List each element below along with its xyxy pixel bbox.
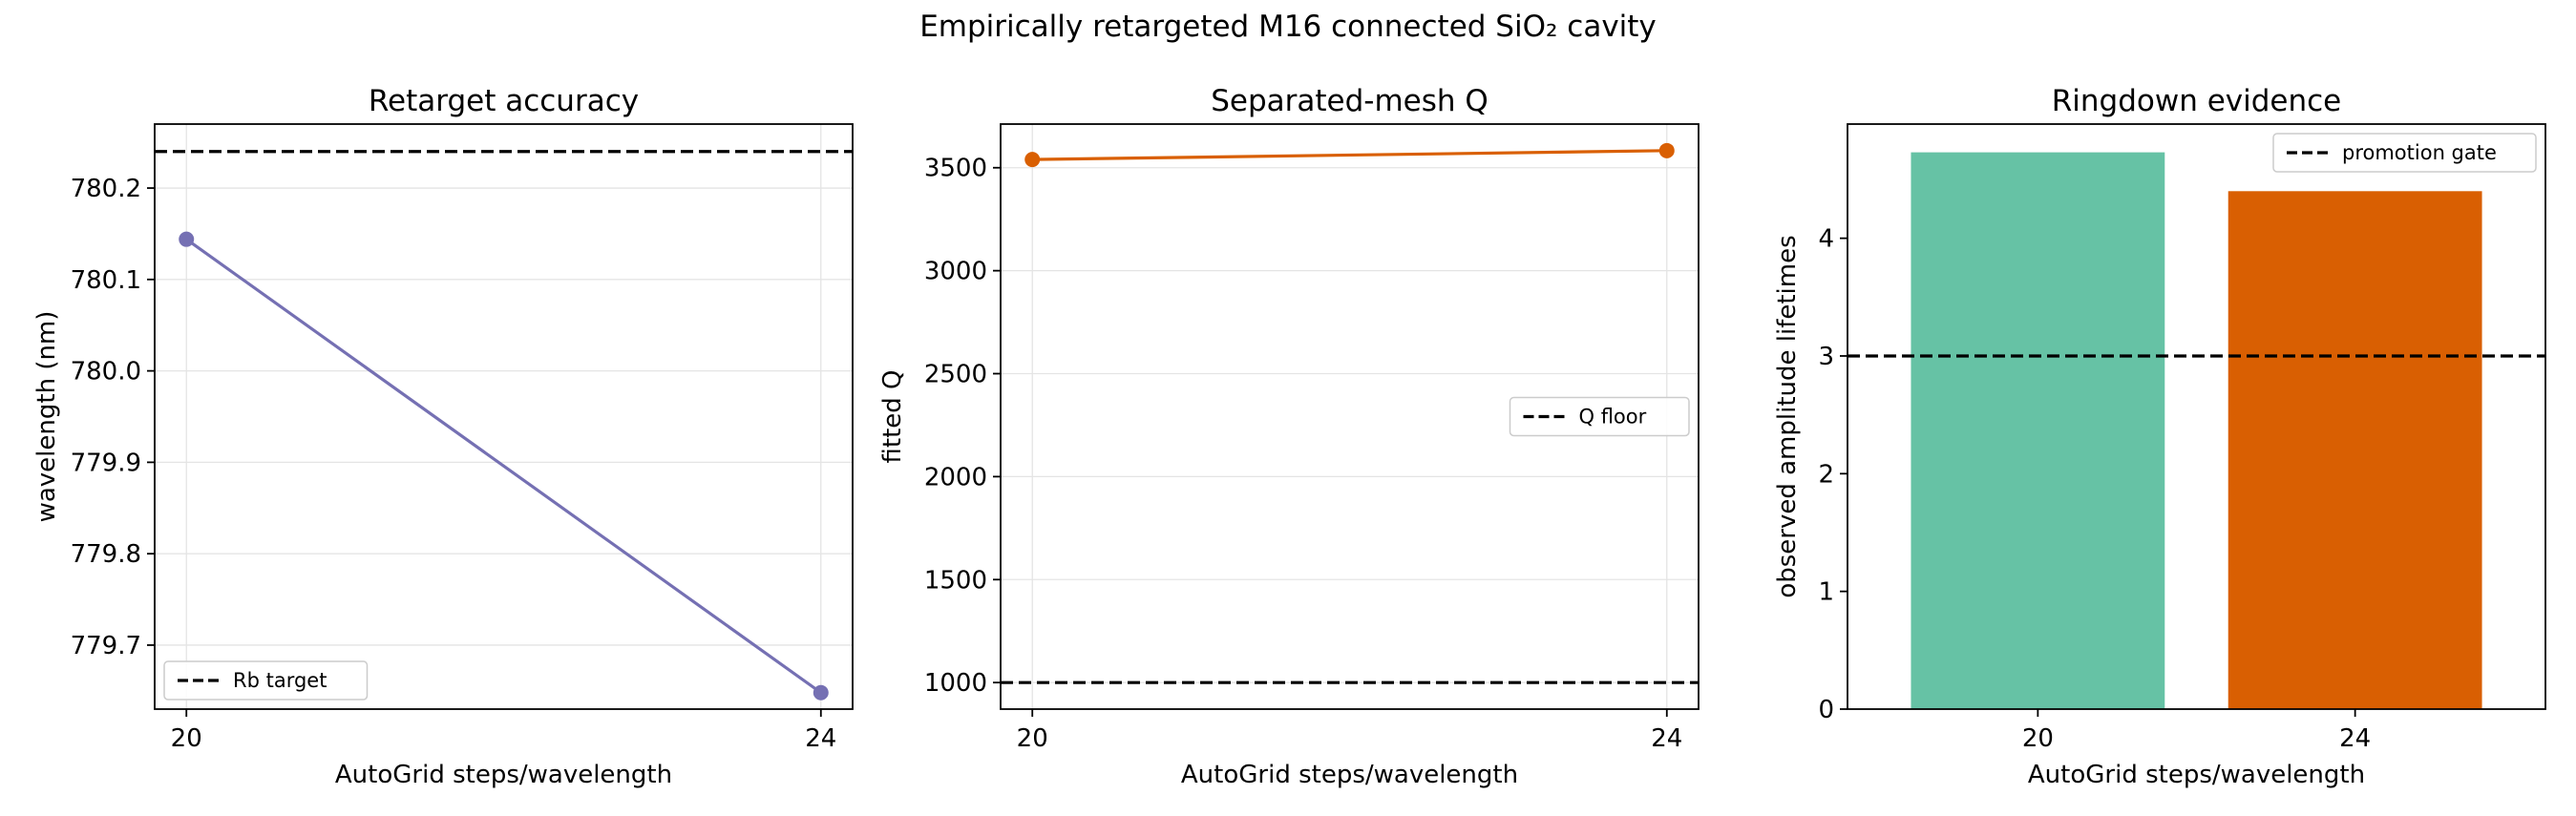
y-tick-label: 3500: [924, 155, 987, 183]
y-tick-label: 0: [1818, 696, 1834, 724]
panel-title: Separated-mesh Q: [1211, 84, 1489, 118]
y-tick-label: 1000: [924, 669, 987, 698]
x-axis-label: AutoGrid steps/wavelength: [1181, 761, 1518, 789]
y-tick-label: 3: [1818, 343, 1834, 371]
data-point-24: [813, 684, 829, 701]
chart-panel-separated-mesh-q: 1000 1500 2000 2500 3000 3500 20 24 Separated-me…: [878, 84, 1700, 789]
x-tick-label: 20: [171, 724, 202, 753]
data-point-20: [1024, 152, 1041, 168]
series-line-0: [185, 238, 822, 695]
y-tick-label: 779.9: [71, 449, 141, 477]
legend-box: [1509, 396, 1690, 437]
x-tick-label: 24: [805, 724, 836, 753]
data-point-24: [1658, 142, 1675, 158]
legend-box: [163, 660, 369, 701]
y-tick-label: 779.8: [71, 540, 141, 569]
panel-title: Retarget accuracy: [369, 84, 639, 118]
y-tick-label: 780.1: [71, 266, 141, 295]
plot-frame: [1847, 123, 2546, 710]
x-tick-label: 20: [2022, 724, 2054, 753]
chart-panel-ringdown-evidence: 0 1 2 3 4 20 24 Ringdown evidence AutoGrid steps…: [1773, 84, 2546, 789]
y-tick-label: 4: [1818, 225, 1834, 254]
bar-20: [1911, 152, 2165, 709]
y-axis-label: fitted Q: [878, 370, 907, 464]
plot-frame: [154, 123, 854, 710]
y-axis-label: observed amplitude lifetimes: [1773, 235, 1802, 597]
y-tick-label: 2: [1818, 460, 1834, 489]
y-tick-label: 1: [1818, 578, 1834, 607]
legend-box: [2272, 133, 2537, 173]
panel-title: Ringdown evidence: [2052, 84, 2342, 118]
x-axis-label: AutoGrid steps/wavelength: [2028, 761, 2365, 789]
y-tick-label: 779.7: [71, 632, 141, 660]
figure-title: Empirically retargeted M16 connected SiO…: [919, 10, 1657, 44]
legend: Rb target: [163, 660, 369, 701]
x-axis-label: AutoGrid steps/wavelength: [335, 761, 672, 789]
y-tick-label: 1500: [924, 566, 987, 595]
legend-label: Rb target: [233, 669, 327, 692]
y-axis-label: wavelength (nm): [32, 311, 61, 523]
series-line-0: [1032, 149, 1667, 161]
legend: promotion gate: [2272, 133, 2537, 173]
plot-frame: [1000, 123, 1700, 710]
y-tick-label: 3000: [924, 258, 987, 286]
x-tick-label: 20: [1017, 724, 1048, 753]
legend-label: Q floor: [1579, 406, 1647, 429]
bar-24: [2228, 191, 2482, 709]
y-tick-label: 780.0: [71, 358, 141, 387]
x-tick-label: 24: [2339, 724, 2371, 753]
data-point-20: [179, 231, 195, 247]
x-tick-label: 24: [1651, 724, 1682, 753]
legend-label: promotion gate: [2342, 141, 2497, 164]
y-tick-label: 2500: [924, 361, 987, 389]
chart-panel-retarget-accuracy: 779.7 779.8 779.9 780.0 780.1 780.2 20 24 Retarg…: [32, 84, 854, 789]
legend: Q floor: [1509, 396, 1690, 437]
y-tick-label: 2000: [924, 463, 987, 492]
y-tick-label: 780.2: [71, 175, 141, 203]
